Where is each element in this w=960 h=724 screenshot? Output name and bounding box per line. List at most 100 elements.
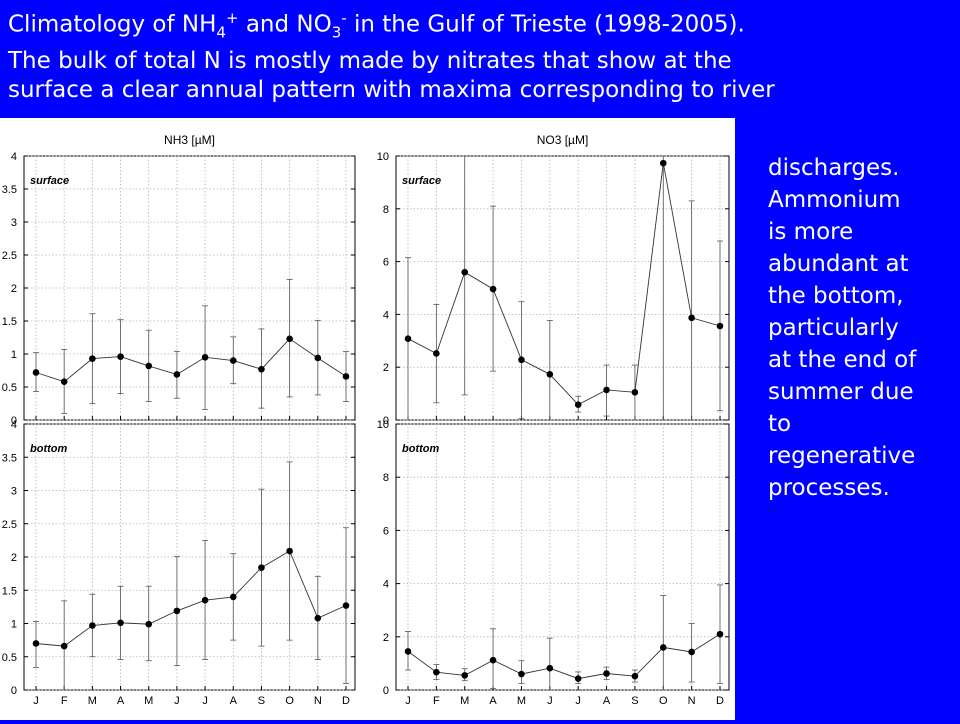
x-tick-label: A <box>117 695 125 707</box>
title-text: in the Gulf of Trieste (1998-2005). <box>346 11 745 38</box>
data-point <box>117 353 124 360</box>
plot-area <box>32 461 350 690</box>
data-point <box>433 350 440 357</box>
data-point <box>404 335 412 342</box>
chart-figure: 0 0.5 1 1.5 2 2.5 3 3.5 4 NH3 [µM] surface 0 2 4 6 8 10 N… <box>0 118 735 720</box>
y-tick-label: 4 <box>383 579 389 591</box>
plot-frame <box>395 155 730 421</box>
x-tick-label: S <box>258 695 265 707</box>
y-tick-label: 0 <box>383 415 389 427</box>
y-tick-label: 0.5 <box>2 382 17 394</box>
data-point <box>716 322 724 330</box>
y-tick-label: 2 <box>383 632 389 644</box>
y-tick-label: 3 <box>11 486 17 498</box>
x-tick-label: J <box>575 695 581 707</box>
side-text-line: processes. <box>768 475 890 501</box>
y-tick-label: 3.5 <box>2 184 17 196</box>
data-point <box>173 607 181 615</box>
plot-area <box>32 279 350 414</box>
side-text-line: particularly <box>768 315 899 341</box>
x-tick-label: O <box>659 695 668 707</box>
data-point <box>314 614 322 622</box>
x-tick-label: M <box>144 695 153 707</box>
x-tick-label: O <box>285 695 294 707</box>
data-point <box>489 656 497 664</box>
y-tick-label: 8 <box>383 204 389 216</box>
y-tick-label: 2.5 <box>2 250 17 262</box>
data-point <box>117 619 124 627</box>
data-point <box>173 371 181 378</box>
data-point <box>89 622 96 629</box>
data-point <box>659 644 667 651</box>
data-point <box>286 547 293 555</box>
data-point <box>201 354 209 361</box>
title-superscript: - <box>341 9 347 27</box>
y-tick-label: 1.5 <box>2 585 17 597</box>
data-point <box>603 670 610 677</box>
y-tick-label: 10 <box>377 151 389 163</box>
x-tick-label: J <box>202 695 208 707</box>
data-point <box>286 335 293 343</box>
side-text-line: regenerative <box>768 443 916 469</box>
y-tick-label: 2 <box>11 552 17 564</box>
title-superscript: + <box>225 9 239 27</box>
plot-area <box>404 584 724 690</box>
y-tick-label: 8 <box>383 472 389 484</box>
data-point <box>574 675 582 682</box>
data-point <box>145 620 153 628</box>
data-point <box>258 564 265 571</box>
data-point <box>659 159 667 167</box>
series-line <box>35 550 347 647</box>
y-tick-label: 10 <box>377 419 389 431</box>
data-point <box>716 630 724 638</box>
x-tick-label: M <box>460 695 469 707</box>
y-tick-label: 0.5 <box>2 652 17 664</box>
title-subscript: 3 <box>331 23 342 42</box>
title-subscript: 4 <box>216 23 226 42</box>
data-point <box>229 357 237 364</box>
data-point <box>489 285 497 293</box>
plot-frame <box>395 423 730 691</box>
x-tick-label: D <box>716 695 724 707</box>
data-point <box>32 640 40 647</box>
data-point <box>342 373 350 380</box>
data-point <box>314 354 322 362</box>
panel-label: bottom <box>402 443 439 455</box>
x-tick-label: J <box>174 695 180 707</box>
data-point <box>60 642 68 650</box>
y-tick-label: 3 <box>11 217 17 229</box>
side-text-line: at the end of <box>768 347 917 373</box>
side-text-line: Ammonium <box>768 187 901 213</box>
data-point <box>404 648 412 655</box>
chart-title: NO3 [µM] <box>537 133 589 147</box>
y-tick-label: 1 <box>11 619 17 631</box>
side-text: discharges. Ammonium is more abundant at the… <box>768 152 958 504</box>
y-tick-label: 2 <box>11 283 17 295</box>
data-point <box>631 388 639 396</box>
y-tick-label: 4 <box>11 151 17 163</box>
x-tick-label: S <box>631 695 638 707</box>
y-tick-label: 0 <box>11 415 17 427</box>
data-point <box>201 596 209 604</box>
y-tick-label: 1 <box>11 349 17 361</box>
panel-label: bottom <box>30 443 67 455</box>
series-line <box>407 633 721 680</box>
side-text-line: summer due <box>768 379 914 405</box>
data-point <box>603 386 610 394</box>
series-line <box>407 163 721 406</box>
x-tick-label: J <box>547 695 553 707</box>
data-point <box>631 672 639 680</box>
x-tick-label: M <box>88 695 97 707</box>
data-point <box>518 356 525 364</box>
data-point <box>574 401 582 408</box>
title-text: Climatology of NH <box>8 11 217 38</box>
data-point <box>60 378 68 386</box>
data-point <box>89 355 96 362</box>
side-text-line: discharges. <box>768 155 900 181</box>
data-point <box>461 268 469 276</box>
data-point <box>258 365 265 373</box>
title-text: and NO <box>238 11 332 38</box>
